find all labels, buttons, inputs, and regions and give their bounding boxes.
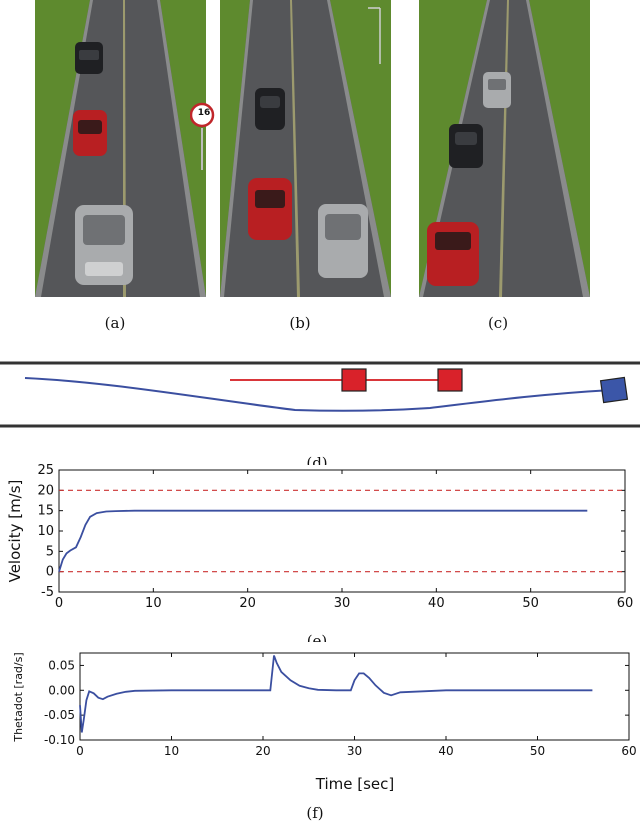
x-tick-label: 10 (164, 744, 179, 758)
x-tick-label: 30 (347, 744, 362, 758)
y-tick-label: 0.00 (48, 683, 75, 697)
ego-vehicle (599, 376, 629, 404)
ego-trajectory (24, 377, 613, 412)
x-tick-label: 60 (617, 596, 634, 611)
y-tick-label: 15 (37, 504, 54, 519)
x-tick-label: 20 (255, 744, 270, 758)
velocity-y-axis-label: Velocity [m/s] (6, 480, 24, 583)
y-tick-label: 5 (46, 544, 54, 559)
y-tick-label: -0.05 (44, 708, 75, 722)
series-line (58, 509, 588, 572)
scene-b-image (220, 0, 391, 297)
caption-b: (b) (289, 314, 311, 332)
caption-f: (f) (306, 804, 324, 822)
x-tick-label: 40 (438, 744, 453, 758)
y-tick-label: -5 (41, 585, 54, 600)
y-tick-label: 0 (46, 565, 54, 580)
thetadot-y-axis-label: Thetadot [rad/s] (12, 652, 25, 742)
caption-d: (d) (306, 454, 328, 465)
speed-sign-text: 16 (197, 108, 211, 118)
plot-frame (58, 469, 626, 593)
y-tick-label: 0.05 (48, 658, 75, 672)
lead-vehicle-1 (341, 368, 367, 392)
x-tick-label: 60 (621, 744, 636, 758)
x-tick-label: 30 (334, 596, 351, 611)
x-tick-label: 50 (530, 744, 545, 758)
scene-c-image (419, 0, 590, 297)
speed-sign (190, 102, 215, 170)
y-tick-label: 25 (37, 463, 54, 478)
x-tick-label: 10 (145, 596, 162, 611)
time-x-axis-label: Time [sec] (315, 775, 394, 793)
caption-c: (c) (487, 314, 509, 332)
lead-vehicle-2 (437, 368, 463, 392)
y-tick-label: 20 (37, 483, 54, 498)
caption-a: (a) (104, 314, 126, 332)
caption-e: (e) (306, 632, 328, 642)
x-tick-label: 0 (76, 744, 84, 758)
x-tick-label: 0 (55, 596, 63, 611)
trajectory-diagram (0, 361, 640, 428)
series-line (79, 655, 593, 733)
y-tick-label: -0.10 (44, 733, 75, 747)
thetadot-chart: 0 10 20 30 40 50 60 -0.10 -0.05 0.00 0.05 Thetadot … (12, 652, 637, 793)
plot-frame (79, 652, 630, 741)
y-tick-label: 10 (37, 524, 54, 539)
x-tick-label: 20 (239, 596, 256, 611)
scene-a-image (35, 0, 206, 297)
x-tick-label: 50 (522, 596, 539, 611)
x-tick-label: 40 (428, 596, 445, 611)
